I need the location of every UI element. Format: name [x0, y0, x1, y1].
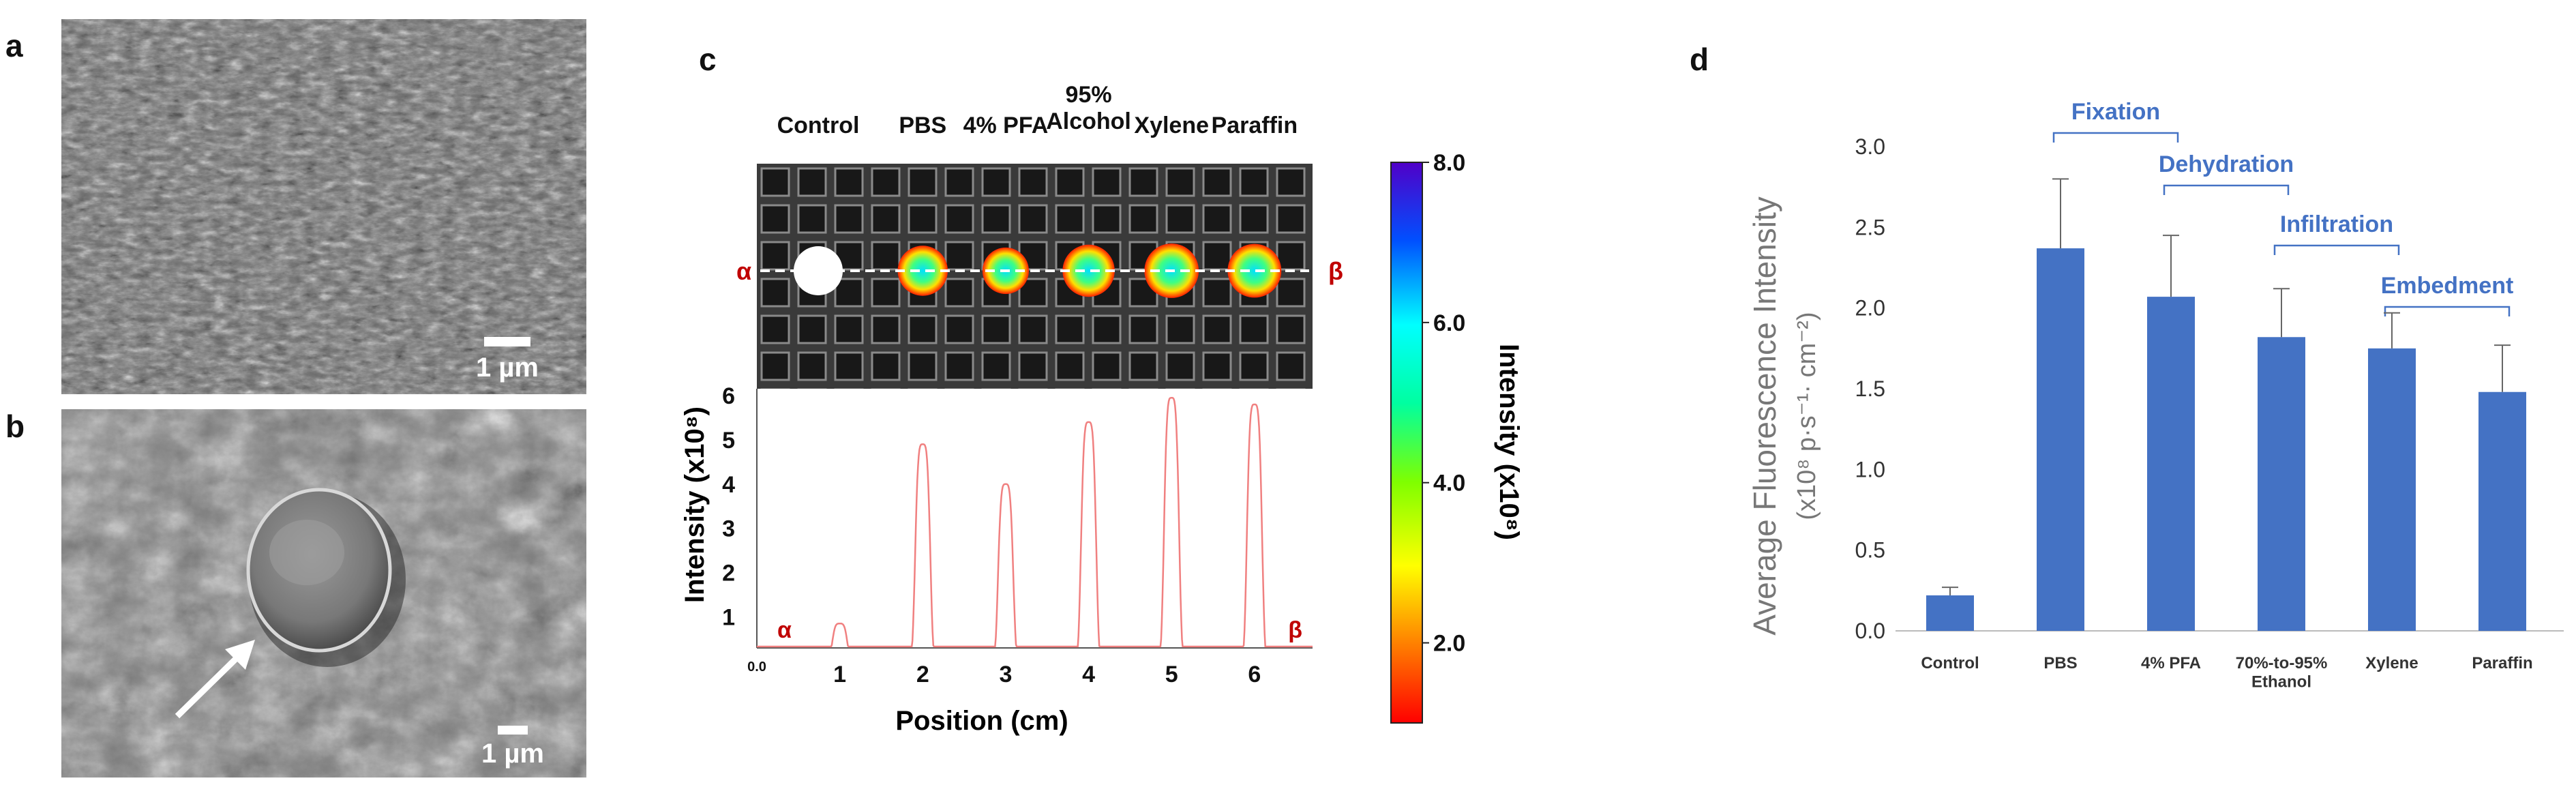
colorbar-tick-label: 2.0: [1433, 631, 1465, 657]
bar: [2037, 248, 2084, 632]
bar: [2147, 297, 2195, 631]
profile-y-label: Intensity (x10⁸): [680, 406, 710, 603]
sample-label: Paraffin: [1212, 113, 1298, 138]
group-label: Infiltration: [2280, 211, 2393, 237]
panel-c-label: c: [699, 42, 717, 77]
sample-label: Xylene: [1134, 113, 1209, 138]
bar: [2368, 348, 2416, 631]
fluorescent-spot: [897, 246, 948, 296]
bar-category-label: Xylene: [2365, 654, 2418, 672]
bar-y-tick-label: 2.5: [1855, 215, 1885, 239]
bar-y-tick-label: 0.0: [1855, 619, 1885, 643]
sample-label: 95% Alcohol: [1046, 82, 1131, 134]
bar-y-ticks: 0.0 0.5 1.0 1.5 2.0 2.5 3.0: [1855, 134, 1885, 643]
profile-y-tick-label: 5: [722, 428, 735, 454]
well-plate-image: [757, 164, 1313, 389]
bar-category-label: PBS: [2043, 654, 2077, 672]
panel-a-label: a: [5, 28, 23, 63]
profile-x-tick-label: 1: [833, 662, 846, 687]
bar: [1926, 595, 1974, 631]
panel-d-label: d: [1690, 42, 1709, 77]
bars: [1926, 178, 2526, 632]
profile-x-tick-label: 0.0: [747, 660, 766, 675]
group-bracket: [2273, 244, 2400, 255]
colorbar-tick-label: 4.0: [1433, 471, 1465, 497]
beta-marker-bottom: β: [1288, 617, 1302, 643]
group-bracket: [2384, 306, 2511, 316]
bar-y-units: (x10⁸ p·s⁻¹· cm⁻²): [1793, 312, 1821, 520]
group-label: Dehydration: [2159, 151, 2294, 177]
bar-y-label: Average Fluorescence Intensity: [1747, 196, 1782, 636]
colorbar-tick-label: 6.0: [1433, 310, 1465, 336]
profile-y-tick-label: 4: [722, 472, 735, 498]
profile-y-tick-label: 3: [722, 516, 735, 542]
bar-category-label: 70%-to-95% Ethanol: [2236, 654, 2328, 692]
process-group-brackets: Fixation Dehydration Infiltration Embedment: [2052, 99, 2514, 316]
scale-bar-a-label: 1 µm: [476, 353, 539, 383]
profile-y-tick-label: 2: [722, 561, 735, 587]
sem-image-a: 1 µm: [61, 19, 586, 394]
profile-y-tick-label: 6: [722, 383, 735, 409]
profile-x-tick-label: 2: [916, 662, 929, 687]
profile-x-tick-label: 5: [1165, 662, 1178, 687]
profile-x-tick-label: 3: [999, 662, 1012, 687]
profile-x-tick-label: 4: [1082, 662, 1095, 687]
profile-x-ticks: 0.0 1 2 3 4 5 6: [747, 660, 1261, 687]
bar-y-tick-label: 0.5: [1855, 538, 1885, 563]
alpha-marker-top: α: [736, 257, 751, 285]
fluorescent-spot: [1227, 243, 1282, 298]
bar-category-label: Control: [1921, 654, 1979, 672]
profile-y-tick-label: 1: [722, 605, 735, 631]
bar: [2258, 337, 2305, 631]
intensity-profile-line: [757, 396, 1313, 648]
colorbar-label: Intensity (x10⁸): [1494, 344, 1524, 540]
colorbar-tick-label: 8.0: [1433, 150, 1465, 176]
scale-bar-b-label: 1 µm: [481, 739, 544, 769]
sample-label: 4% PFA: [963, 113, 1049, 138]
profile-x-tick-label: 6: [1248, 662, 1261, 687]
group-label: Fixation: [2071, 99, 2160, 125]
bar-y-tick-label: 1.0: [1855, 457, 1885, 482]
control-spot: [794, 246, 843, 295]
bar-y-tick-label: 3.0: [1855, 134, 1885, 159]
alpha-marker-bottom: α: [777, 617, 792, 643]
bar-y-tick-label: 1.5: [1855, 376, 1885, 401]
group-bracket: [2052, 132, 2179, 143]
profile-y-ticks: 1 2 3 4 5 6: [722, 383, 735, 631]
sample-label: PBS: [899, 113, 946, 138]
fluorescent-spot: [1062, 244, 1115, 297]
group-bracket: [2163, 184, 2290, 195]
panel-d-bar-chart: Average Fluorescence Intensity (x10⁸ p·s…: [1747, 99, 2564, 692]
bar-category-label: 4% PFA: [2141, 654, 2201, 672]
colorbar: [1390, 162, 1423, 724]
beta-marker-top: β: [1328, 257, 1343, 285]
panel-b-label: b: [5, 409, 25, 444]
colorbar-ticks: 2.0 4.0 6.0 8.0: [1422, 150, 1465, 657]
scale-bar-b: [498, 726, 528, 735]
sample-label: Control: [777, 113, 860, 138]
scale-bar-a: [484, 337, 530, 346]
group-label: Embedment: [2381, 273, 2514, 299]
bar: [2478, 391, 2526, 631]
profile-x-label: Position (cm): [895, 706, 1068, 736]
sem-image-b: 1 µm: [61, 409, 586, 777]
bar-category-label: Paraffin: [2472, 654, 2532, 672]
bar-x-labels: Control PBS 4% PFA 70%-to-95% Ethanol Xylene P…: [1921, 654, 2532, 692]
fluorescent-spots: [897, 243, 1282, 298]
bar-y-tick-label: 2.0: [1855, 296, 1885, 321]
arrow-head-icon: [225, 640, 255, 670]
arrow-shaft: [175, 652, 243, 719]
